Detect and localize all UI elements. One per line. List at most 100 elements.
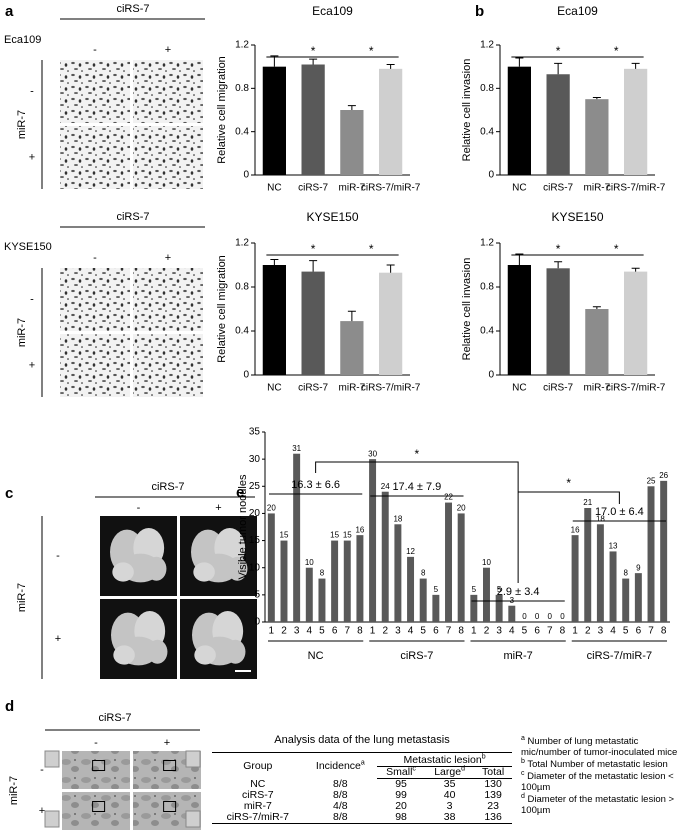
x-tick-label: NC: [512, 383, 526, 394]
y-axis-label: Visible tumor nodules: [237, 474, 249, 579]
micrograph: [60, 126, 130, 189]
bar: [394, 524, 402, 622]
significance: *: [311, 44, 316, 58]
note-text: Total Number of metastatic lesion: [527, 759, 668, 770]
zoom-box: [92, 760, 106, 771]
table-cell: 40: [443, 789, 456, 801]
x-tick-label: 7: [344, 626, 350, 637]
bar: [379, 272, 403, 375]
value-label: 8: [421, 569, 426, 578]
zoom-box: [92, 801, 106, 812]
bar: [419, 578, 427, 622]
footnotes: a Number of lung metastatic mic/number o…: [521, 734, 681, 817]
error-bar: [592, 306, 601, 309]
bar: [432, 594, 440, 622]
table-cell: ciRS-7/miR-7: [212, 812, 304, 824]
x-tick-label: 8: [661, 626, 667, 637]
y-tick-label: 20: [249, 508, 261, 519]
footnote: c Diameter of the metastatic lesion < 10…: [521, 770, 681, 793]
error-bar: [631, 267, 640, 272]
y-tick-label: 0: [243, 170, 249, 181]
bar: [379, 68, 403, 175]
x-tick-label: ciRS-7/miR-7: [361, 383, 421, 394]
x-tick-label: 7: [446, 626, 452, 637]
significance: *: [556, 242, 561, 256]
x-tick-label: ciRS-7: [543, 183, 573, 194]
error-bar: [554, 62, 563, 75]
lung-lobe: [112, 562, 134, 582]
bar: [585, 309, 609, 375]
column-label: +: [165, 252, 171, 264]
x-tick-label: ciRS-7/miR-7: [606, 183, 666, 194]
note-text: Number of lung metastatic mic/number of …: [521, 736, 678, 758]
lung-lobe: [227, 556, 248, 581]
column-label: -: [137, 502, 141, 514]
column-label: +: [215, 502, 221, 514]
y-tick-label: 35: [249, 427, 261, 438]
cell-line: Eca109: [4, 34, 41, 46]
header-text: Large: [434, 766, 462, 778]
bar: [507, 66, 531, 175]
table-cell: 3: [446, 800, 453, 812]
bar: [507, 265, 531, 375]
bar: [585, 99, 609, 175]
bar: [546, 74, 570, 175]
significance: *: [311, 242, 316, 256]
error-bar: [386, 64, 395, 69]
group-summary: 17.4 ± 7.9: [392, 481, 441, 493]
bar: [647, 486, 655, 622]
lung-lobe: [225, 639, 246, 664]
row-title: miR-7: [16, 318, 28, 347]
x-tick-label: NC: [267, 183, 281, 194]
significance: *: [556, 44, 561, 58]
y-tick-label: 0.8: [480, 83, 494, 94]
y-tick-label: 0.8: [235, 282, 249, 293]
y-tick-label: 0.8: [235, 83, 249, 94]
table-row: ciRS-7 8/8 99 40 139: [212, 790, 512, 801]
x-tick-label: NC: [512, 183, 526, 194]
table-row: NC 8/8 95 35 130: [212, 777, 512, 791]
bar: [340, 321, 364, 375]
bar: [624, 271, 648, 375]
value-label: 5: [497, 585, 502, 594]
bar: [293, 453, 301, 622]
y-tick-label: 0: [488, 170, 494, 181]
x-tick-label: 5: [420, 626, 426, 637]
y-axis-label: Relative cell invasion: [461, 59, 473, 162]
bar: [546, 268, 570, 375]
significance: *: [369, 44, 374, 58]
error-bar: [515, 253, 524, 265]
x-tick-label: 3: [395, 626, 401, 637]
value-label: 10: [305, 558, 314, 567]
bar: [340, 110, 364, 175]
x-tick-label: 6: [433, 626, 439, 637]
note-mark: a: [521, 734, 525, 742]
micrograph: [133, 60, 203, 123]
value-label: 9: [636, 563, 641, 572]
x-tick-label: 3: [598, 626, 604, 637]
row-title: miR-7: [8, 776, 20, 805]
x-tick-label: 2: [585, 626, 591, 637]
group-label: ciRS-7: [400, 650, 433, 662]
value-label: 0: [535, 612, 540, 621]
header: Metastatic lesionb: [377, 752, 512, 767]
error-bar: [309, 260, 318, 272]
bar: [301, 271, 325, 375]
value-label: 8: [623, 569, 628, 578]
chart-title: Eca109: [557, 4, 598, 18]
lung-lobe: [113, 645, 135, 665]
error-bar: [347, 310, 356, 322]
x-tick-label: 4: [307, 626, 313, 637]
column-label: -: [94, 737, 98, 749]
table-cell: NC: [250, 777, 266, 790]
table-title: Analysis data of the lung metastasis: [274, 734, 450, 746]
x-tick-label: 4: [509, 626, 515, 637]
x-tick-label: NC: [267, 383, 281, 394]
x-tick-label: miR-7: [339, 183, 366, 194]
row-label: +: [55, 633, 61, 645]
x-tick-label: 3: [496, 626, 502, 637]
y-tick-label: 0: [488, 370, 494, 381]
x-tick-label: 6: [534, 626, 540, 637]
y-tick-label: 0.4: [235, 126, 249, 137]
y-tick-label: 0: [243, 370, 249, 381]
